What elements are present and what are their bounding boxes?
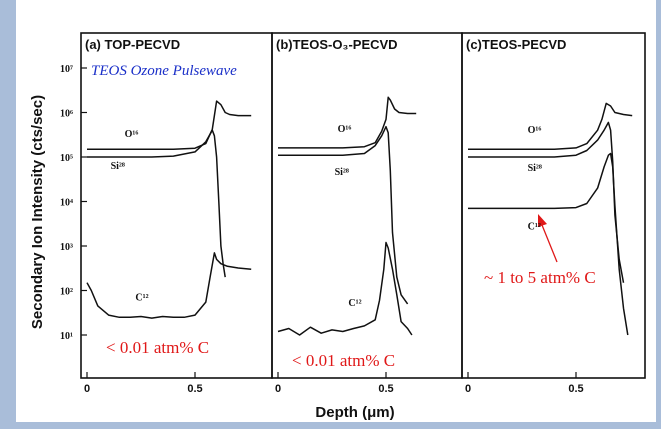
x-tick-label-p3-1: 0: [465, 383, 471, 395]
annotation-p3-1: ~ 1 to 5 atm% C: [484, 268, 596, 287]
panel-frame-2: [271, 32, 463, 379]
series-label-p3-3: C¹²: [528, 221, 541, 232]
y-tick-label-3: 10³: [60, 242, 73, 253]
series-label-p1-1: O¹⁶: [125, 129, 139, 140]
series-label-p3-1: O¹⁶: [528, 125, 542, 136]
annotation-p2-1: < 0.01 atm% C: [292, 351, 395, 370]
panel-title-3: (c)TEOS-PECVD: [466, 37, 566, 52]
series-line-p1-O¹⁶: [87, 100, 252, 150]
annotation-p1-2: < 0.01 atm% C: [106, 338, 209, 357]
y-tick-label-2: 10²: [60, 287, 73, 298]
annotation-p1-1: TEOS Ozone Pulsewave: [91, 63, 237, 79]
x-tick-label-p2-2: 0.5: [378, 383, 393, 395]
series-label-p1-2: Si²⁸: [111, 161, 125, 172]
frame-right-border: [656, 0, 661, 429]
y-tick-label-7: 10⁷: [60, 64, 73, 75]
series-line-p3-O¹⁶: [468, 102, 633, 150]
series-label-p2-3: C¹²: [348, 298, 361, 309]
x-tick-label-p3-2: 0.5: [568, 383, 583, 395]
annotation-arrow-shaft: [541, 224, 558, 263]
series-line-p1-C¹²: [86, 252, 252, 319]
series-label-p1-3: C¹²: [135, 292, 148, 303]
frame-left-border: [0, 0, 16, 429]
frame-bottom-border: [0, 422, 661, 429]
series-label-p2-1: O¹⁶: [338, 124, 352, 135]
y-tick-label-6: 10⁶: [60, 109, 73, 120]
series-line-p3-C¹²: [468, 152, 629, 336]
series-line-p2-Si²⁸: [278, 125, 409, 305]
panel-frame-3: [461, 32, 646, 379]
y-tick-label-1: 10¹: [60, 331, 73, 342]
y-axis-label: Secondary Ion Intensity (cts/sec): [29, 95, 46, 329]
x-axis-label: Depth (μm): [315, 404, 394, 421]
series-label-p2-2: Si²⁸: [335, 167, 349, 178]
text-layer: Secondary Ion Intensity (cts/sec) Depth …: [29, 37, 596, 421]
y-tick-label-5: 10⁵: [60, 153, 73, 164]
y-tick-label-4: 10⁴: [60, 198, 73, 209]
x-tick-label-p2-1: 0: [275, 383, 281, 395]
series-line-p1-Si²⁸: [87, 129, 226, 278]
series-label-p3-2: Si²⁸: [528, 163, 542, 174]
x-tick-label-p1-2: 0.5: [187, 383, 202, 395]
axes-layer: [80, 32, 646, 379]
annotation-arrow-head: [538, 214, 547, 227]
panel-title-1: (a) TOP-PECVD: [85, 37, 180, 52]
series-line-p2-O¹⁶: [278, 96, 417, 149]
panel-title-2: (b)TEOS-O₃-PECVD: [276, 37, 398, 52]
panel-frame-1: [80, 32, 273, 379]
x-tick-label-p1-1: 0: [84, 383, 90, 395]
series-layer: [86, 96, 633, 336]
series-line-p2-C¹²: [277, 241, 413, 336]
series-line-p3-Si²⁸: [468, 121, 625, 283]
